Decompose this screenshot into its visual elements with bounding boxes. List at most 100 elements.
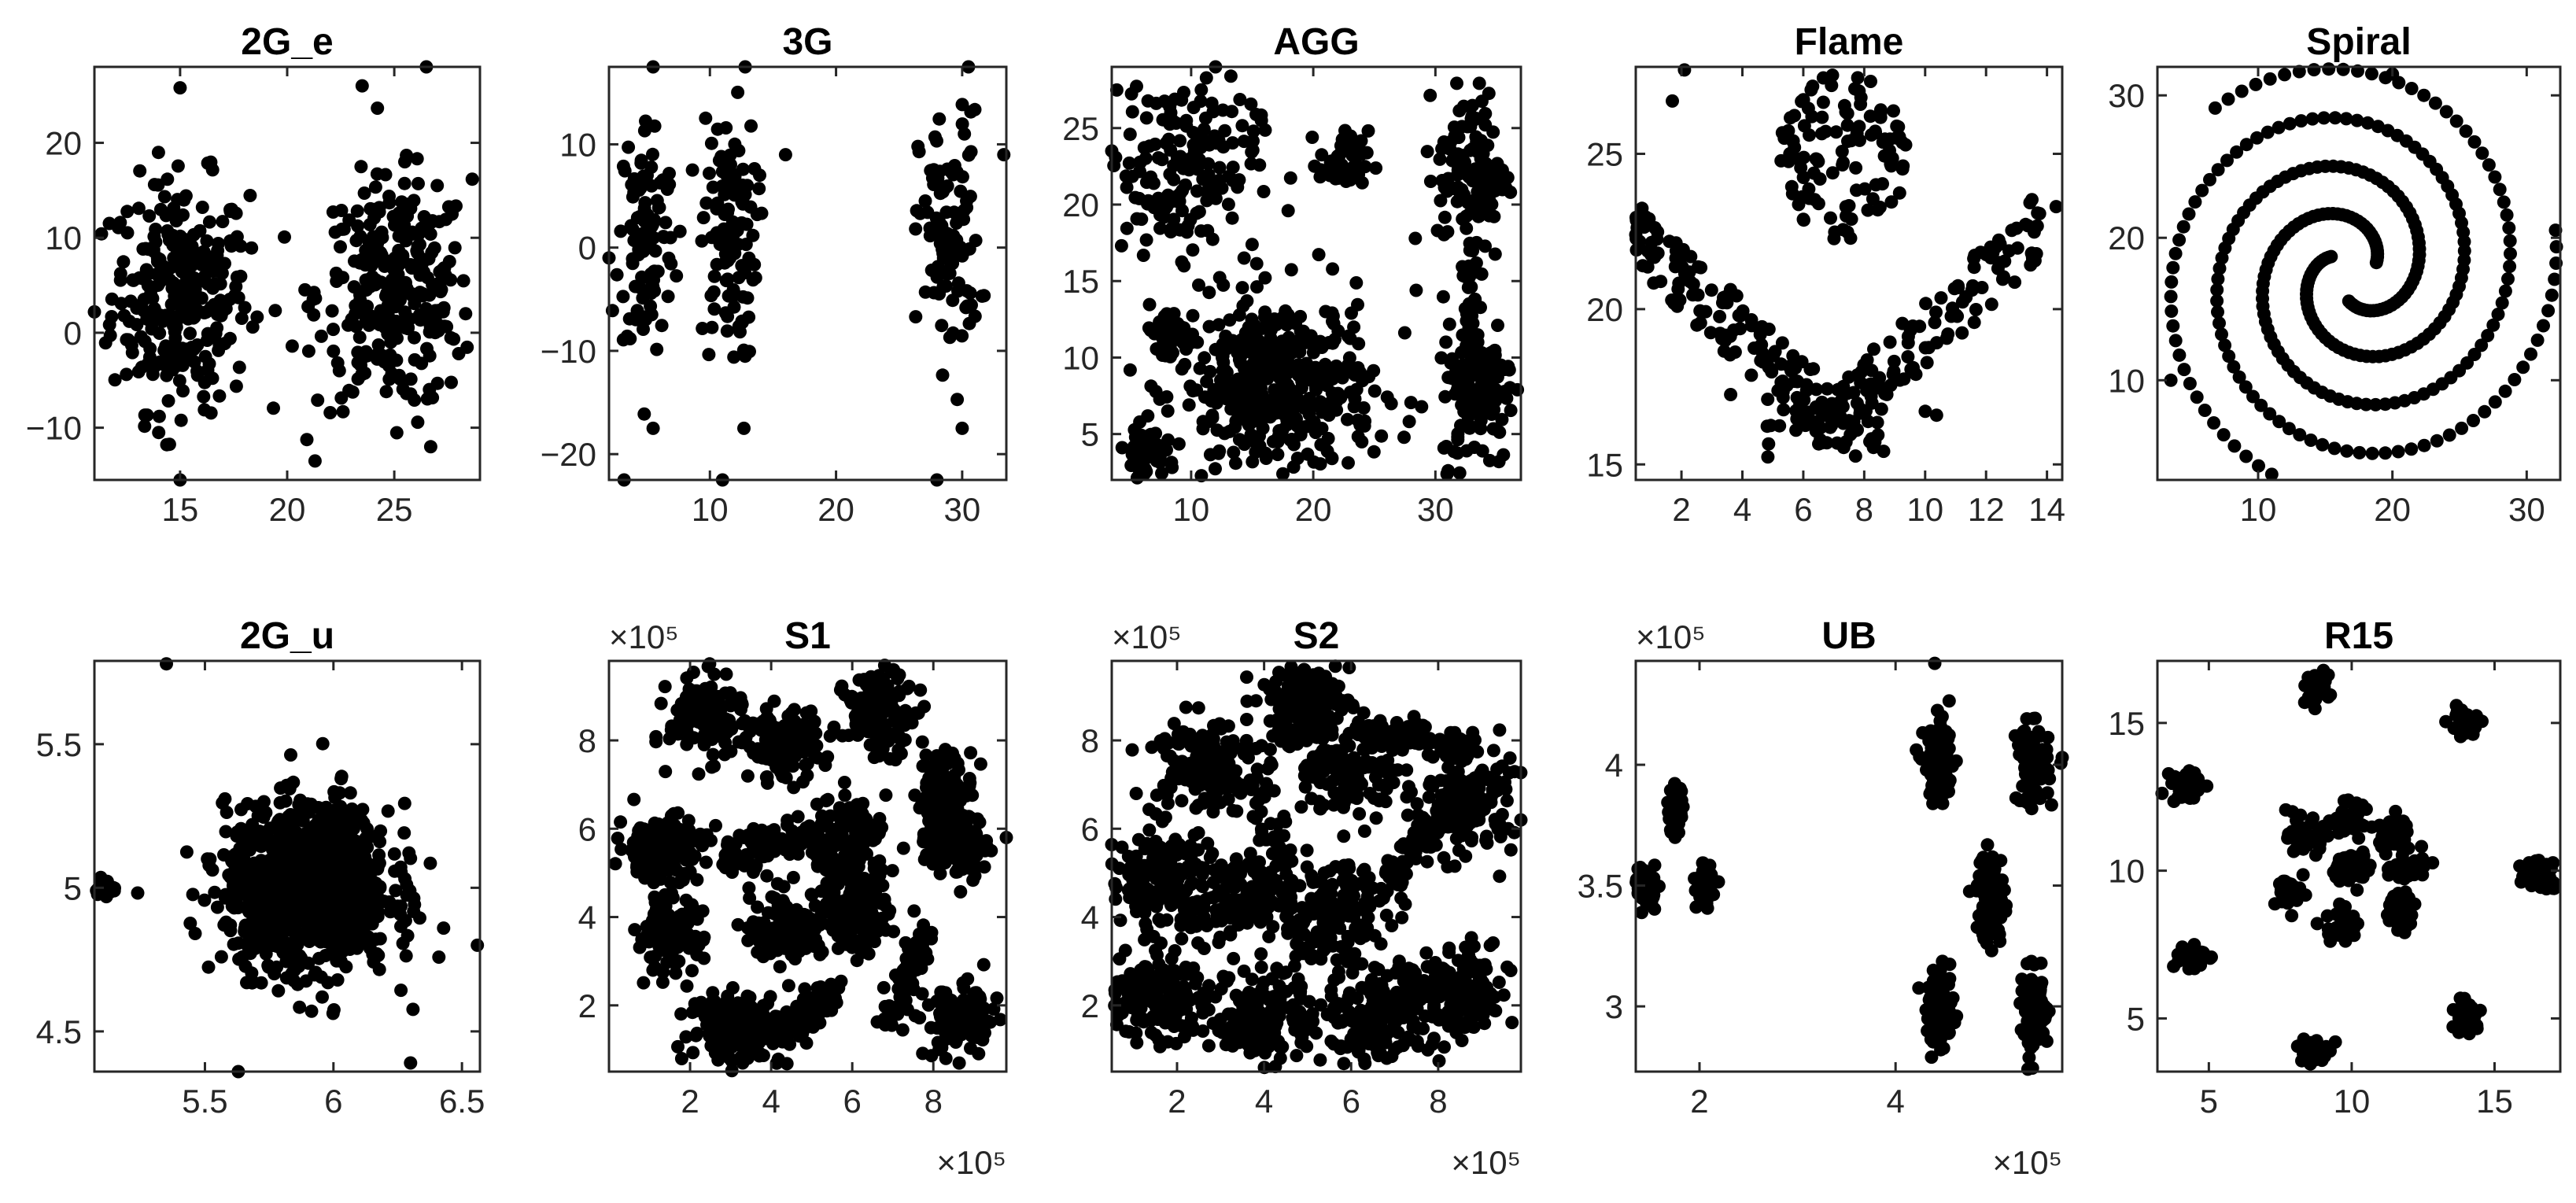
data-point <box>719 667 733 681</box>
data-point <box>699 828 714 842</box>
data-point <box>411 239 425 253</box>
data-point <box>2211 272 2225 286</box>
data-point <box>662 931 677 945</box>
data-point <box>695 234 709 248</box>
data-point <box>1285 433 1299 446</box>
data-point <box>958 821 972 835</box>
data-point <box>240 976 253 990</box>
data-point <box>1456 358 1470 372</box>
data-point <box>193 223 207 238</box>
data-point <box>918 285 932 299</box>
data-point <box>2239 138 2253 152</box>
data-point <box>1472 76 1486 90</box>
axes-frame <box>1634 65 2064 482</box>
data-point <box>1212 444 1227 458</box>
x-tick-label: 10 <box>1173 491 1210 528</box>
data-point <box>2010 241 2024 255</box>
data-point <box>647 876 661 890</box>
data-point <box>703 166 716 180</box>
data-point <box>256 795 271 809</box>
data-point <box>406 1002 420 1017</box>
data-point <box>1226 174 1240 187</box>
data-point <box>1212 173 1227 187</box>
data-point <box>1877 445 1891 459</box>
data-point <box>316 736 330 751</box>
data-point <box>319 858 333 872</box>
data-point <box>152 409 166 423</box>
data-point <box>925 764 939 778</box>
data-point <box>1193 361 1207 375</box>
data-point <box>1196 422 1210 436</box>
data-point <box>1806 79 1820 94</box>
data-point <box>151 279 165 292</box>
data-point <box>1967 252 1981 266</box>
data-point <box>201 960 216 974</box>
y-tick-label: 10 <box>1062 339 1099 376</box>
data-point <box>1150 454 1164 468</box>
data-point <box>1825 68 1840 83</box>
data-point <box>964 746 978 760</box>
data-point <box>217 848 231 862</box>
x-tick-label: 10 <box>2240 491 2277 528</box>
data-point <box>214 950 228 964</box>
data-point <box>1313 457 1327 471</box>
data-point <box>2263 72 2277 86</box>
data-point <box>411 176 425 190</box>
data-point <box>742 310 756 324</box>
data-point <box>430 179 445 193</box>
x-tick-label: 30 <box>944 491 981 528</box>
data-point <box>735 259 749 273</box>
y-tick-label: 4.5 <box>36 1013 82 1050</box>
data-point <box>1190 184 1204 198</box>
data-point <box>640 208 655 222</box>
data-point <box>1325 306 1339 320</box>
data-point <box>680 671 694 685</box>
data-point <box>1929 408 1943 423</box>
data-point <box>180 271 194 286</box>
data-point <box>2336 62 2350 76</box>
data-point <box>2166 319 2180 333</box>
data-point <box>1338 134 1353 148</box>
data-point <box>1799 383 1814 397</box>
data-point <box>714 230 729 244</box>
data-point <box>1420 145 1434 159</box>
data-point <box>262 885 276 899</box>
data-point <box>738 714 752 728</box>
y-tick-label: 10 <box>559 126 596 163</box>
panel-title: 3G <box>782 21 832 63</box>
data-point <box>961 851 975 865</box>
data-point <box>1839 435 1853 449</box>
data-point <box>872 749 886 763</box>
data-point <box>2359 397 2373 411</box>
data-point <box>2488 395 2502 409</box>
data-point <box>1249 432 1264 446</box>
data-point <box>707 302 722 316</box>
data-point <box>1221 197 1235 212</box>
data-point <box>683 699 697 714</box>
data-point <box>1727 323 1740 338</box>
data-point <box>869 718 883 733</box>
data-point <box>343 786 357 800</box>
data-point <box>883 697 897 711</box>
data-point <box>285 910 299 924</box>
data-point <box>1693 316 1707 330</box>
x-tick-label: 20 <box>269 491 306 528</box>
data-point <box>2497 195 2511 209</box>
data-point <box>292 928 306 943</box>
data-point <box>665 886 678 900</box>
data-point <box>1784 179 1799 194</box>
data-point <box>948 206 962 220</box>
data-point <box>1160 390 1174 404</box>
data-point <box>281 862 295 876</box>
data-point <box>1312 248 1326 262</box>
data-point <box>2417 438 2431 452</box>
data-point <box>1485 408 1499 421</box>
data-point <box>444 273 458 287</box>
data-point <box>1921 341 1936 355</box>
data-point <box>2025 193 2039 207</box>
data-point <box>381 327 395 341</box>
data-point <box>127 273 141 287</box>
